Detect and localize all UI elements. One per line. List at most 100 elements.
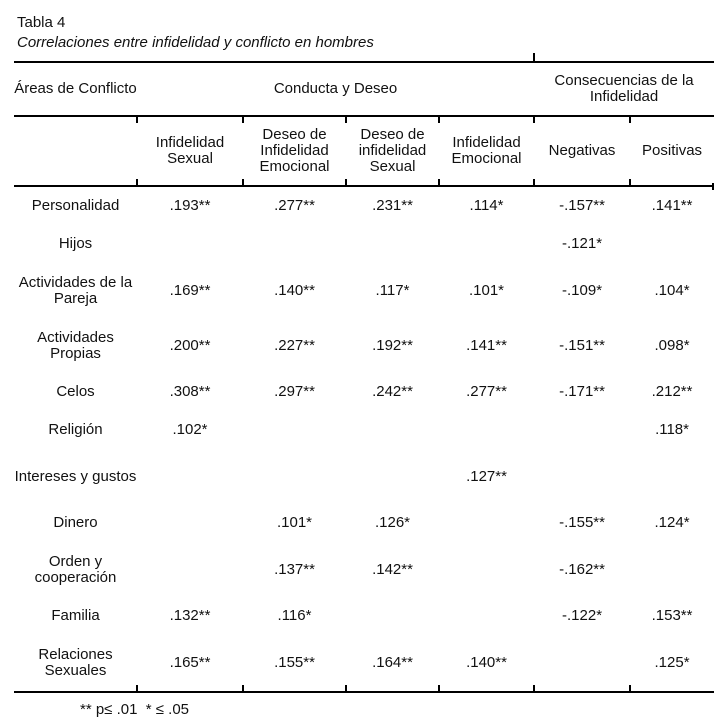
empty-label-header bbox=[14, 116, 137, 187]
correlation-value bbox=[346, 597, 439, 635]
correlation-value: .117* bbox=[375, 281, 410, 299]
correlation-value: .142** bbox=[372, 560, 413, 578]
row-label: Intereses y gustos bbox=[14, 467, 137, 485]
correlation-value: .277** bbox=[274, 197, 315, 214]
correlation-value bbox=[137, 449, 243, 504]
correlation-value: .101* bbox=[276, 514, 313, 531]
correlation-value: .308** bbox=[169, 383, 211, 400]
table-row: Intereses y gustos .127** bbox=[14, 449, 714, 504]
significance-footnote: ** p≤ .01 * ≤ .05 bbox=[80, 701, 190, 718]
correlation-value: .125* bbox=[629, 635, 714, 692]
column-header-negativas: Negativas bbox=[533, 116, 631, 187]
row-label: Actividades Propias bbox=[37, 328, 114, 362]
correlation-value bbox=[137, 542, 243, 597]
table-row: Familia .132** .116* -.122* .153** bbox=[14, 597, 714, 635]
correlation-value: .297** bbox=[274, 383, 315, 400]
correlation-value: .127** bbox=[466, 467, 507, 485]
correlation-value: .155** bbox=[242, 635, 346, 692]
correlation-value: .124* bbox=[654, 514, 690, 531]
correlation-value: .137** bbox=[274, 560, 315, 578]
column-header-row: Infidelidad Sexual Deseo de Infidelidad … bbox=[14, 116, 715, 187]
group-header-consecuencias: Consecuencias de la Infidelidad bbox=[534, 62, 715, 117]
correlation-value: .164** bbox=[345, 635, 439, 692]
row-label: Celos bbox=[56, 383, 95, 400]
correlation-value: .212** bbox=[651, 383, 693, 400]
table-row: Relaciones Sexuales .165** .155** .164** .14… bbox=[14, 635, 714, 692]
column-header-deseo-infidelidad-emocional: Deseo de Infidelidad Emocional bbox=[242, 116, 346, 187]
table-title-block: Tabla 4 Correlaciones entre infidelidad … bbox=[17, 13, 374, 53]
column-header-infidelidad-sexual: Infidelidad Sexual bbox=[136, 116, 243, 187]
correlation-value: .193** bbox=[169, 197, 211, 214]
row-label: Hijos bbox=[58, 235, 93, 252]
column-header-positivas: Positivas bbox=[629, 116, 715, 187]
correlation-value bbox=[243, 449, 346, 504]
correlation-value: .116* bbox=[277, 607, 312, 624]
correlation-value: .101* bbox=[468, 281, 505, 299]
correlation-value bbox=[533, 635, 630, 692]
table-row: Actividades de la Pareja .169** .140** .117… bbox=[14, 263, 714, 318]
table-row: Personalidad .193** .277** .231** .114* -.157… bbox=[14, 186, 714, 225]
correlation-value bbox=[346, 411, 439, 449]
group-header-row: Áreas de Conflicto Conducta y Deseo Cons… bbox=[14, 62, 715, 117]
correlation-value: .200** bbox=[169, 336, 211, 354]
correlation-value: .169** bbox=[169, 281, 211, 299]
correlation-value: -.151** bbox=[559, 336, 605, 354]
row-label: Religión bbox=[48, 421, 103, 438]
correlation-value bbox=[439, 225, 534, 263]
table-row: Hijos -.121* bbox=[14, 225, 714, 263]
row-label: Actividades de la Pareja bbox=[18, 273, 133, 307]
correlation-value bbox=[534, 411, 630, 449]
table-row: Religión .102* .118* bbox=[14, 411, 714, 449]
correlation-value: .140** bbox=[437, 635, 534, 692]
table-number: Tabla 4 bbox=[17, 14, 66, 31]
correlation-value bbox=[346, 225, 439, 263]
row-label: Dinero bbox=[53, 514, 98, 531]
correlation-value: -.155** bbox=[559, 514, 605, 531]
row-label: Relaciones Sexuales bbox=[38, 646, 113, 679]
row-label: Familia bbox=[51, 607, 100, 624]
table-body: Personalidad .193** .277** .231** .114* -.157… bbox=[14, 186, 714, 692]
border-stub-top bbox=[533, 53, 535, 62]
row-label: Personalidad bbox=[31, 197, 120, 214]
correlation-value: .141** bbox=[466, 336, 507, 354]
correlation-value: .165** bbox=[136, 635, 243, 692]
correlation-value: .126* bbox=[374, 514, 411, 531]
border-stub-right bbox=[712, 183, 714, 190]
correlation-value: .277** bbox=[466, 383, 507, 400]
correlation-value: .132** bbox=[169, 607, 211, 624]
correlation-value: .118* bbox=[655, 421, 689, 438]
correlation-value bbox=[439, 597, 534, 635]
correlation-value: .114* bbox=[469, 197, 504, 214]
column-header-infidelidad-emocional: Infidelidad Emocional bbox=[437, 116, 535, 187]
correlation-value: .102* bbox=[172, 421, 208, 438]
correlation-value bbox=[439, 411, 534, 449]
group-header-conducta: Conducta y Deseo bbox=[137, 62, 535, 117]
correlation-value: .192** bbox=[372, 336, 413, 354]
table-row: Dinero .101* .126* -.155** .124* bbox=[14, 504, 714, 542]
table-row: Celos .308** .297** .242** .277** -.171** .212… bbox=[14, 373, 714, 411]
correlation-value: -.162** bbox=[559, 560, 605, 578]
table-row: Actividades Propias .200** .227** .192** .14… bbox=[14, 318, 714, 373]
correlation-value bbox=[243, 225, 346, 263]
column-header-deseo-infidelidad-sexual: Deseo de infidelidad Sexual bbox=[345, 116, 439, 187]
correlation-value bbox=[243, 411, 346, 449]
correlation-value: .140** bbox=[274, 281, 315, 299]
correlation-value: .098* bbox=[654, 336, 690, 354]
correlation-value: -.121* bbox=[562, 235, 603, 252]
correlation-value bbox=[534, 449, 630, 504]
corner-header: Áreas de Conflicto bbox=[14, 62, 137, 117]
correlation-value: .242** bbox=[372, 383, 413, 400]
correlation-value: .153** bbox=[651, 607, 693, 624]
correlation-value bbox=[346, 449, 439, 504]
correlation-value: .231** bbox=[372, 197, 413, 214]
correlation-value: -.109* bbox=[562, 281, 603, 299]
correlation-value: .227** bbox=[274, 336, 315, 354]
correlation-table: Áreas de Conflicto Conducta y Deseo Cons… bbox=[14, 61, 715, 693]
table-row: Orden y cooperación .137** .142** -.162** bbox=[14, 542, 714, 597]
correlation-value bbox=[630, 542, 714, 597]
correlation-value bbox=[630, 449, 714, 504]
correlation-value: .141** bbox=[651, 197, 693, 214]
correlation-value bbox=[439, 504, 534, 542]
correlation-value: -.122* bbox=[562, 607, 603, 624]
